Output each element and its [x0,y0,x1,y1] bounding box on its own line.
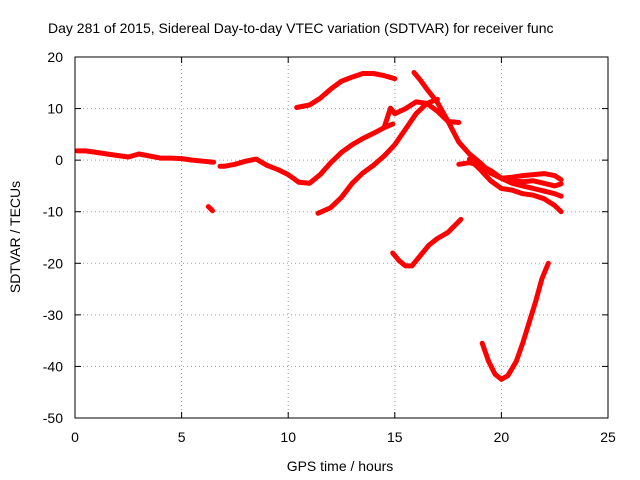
series-arc-tail-b [466,156,564,215]
series-arc-tail-c [477,162,564,189]
x-tick-label: 15 [387,429,403,445]
y-tick-label: -40 [43,358,63,374]
series-arc-rise [315,96,440,216]
y-tick-label: -30 [43,307,63,323]
x-axis-label: GPS time / hours [287,458,394,474]
series-arc-baseline [74,148,217,165]
axis-ticks: 0 5 10 15 20 25 -50 -40 -30 -20 -10 0 10 20 [43,49,616,445]
plot-frame [74,56,609,419]
series-arc-u-large [479,260,551,382]
series-arc-dip-short [205,204,215,214]
series-arc-midday [217,121,396,186]
series-arc-upper [294,71,398,110]
y-tick-label: 10 [47,101,63,117]
y-axis-label: SDTVAR / TECUs [7,181,23,293]
y-tick-label: 0 [55,152,63,168]
y-tick-label: -10 [43,204,63,220]
y-tick-label: 20 [47,49,63,65]
series-arc-u-small [390,216,464,269]
grid-lines [75,57,608,418]
y-tick-label: -20 [43,255,63,271]
x-tick-label: 10 [280,429,296,445]
chart-title: Day 281 of 2015, Sidereal Day-to-day VTE… [48,20,554,36]
x-tick-label: 0 [71,429,79,445]
series-arc-descent [411,70,564,183]
x-tick-label: 25 [600,429,616,445]
x-tick-label: 5 [178,429,186,445]
y-tick-label: -50 [43,410,63,426]
series-layer [74,70,564,382]
x-tick-label: 20 [494,429,510,445]
